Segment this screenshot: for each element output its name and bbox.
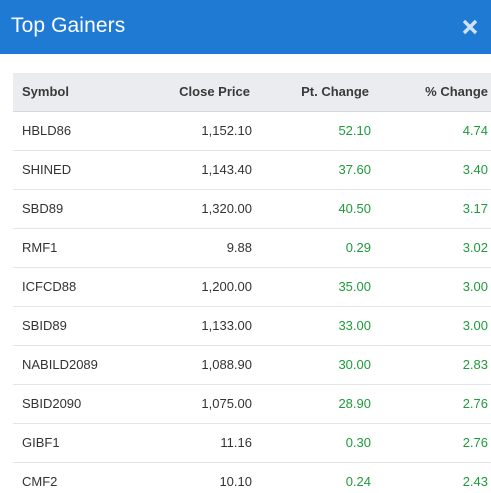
table-row[interactable]: ICFCD88 1,200.00 35.00 3.00 bbox=[13, 267, 491, 306]
header-symbol[interactable]: Symbol bbox=[13, 73, 142, 111]
close-button[interactable] bbox=[459, 16, 481, 38]
close-price-cell: 11.16 bbox=[142, 423, 252, 462]
header-pt-change[interactable]: Pt. Change bbox=[252, 73, 371, 111]
pt-change-cell: 37.60 bbox=[252, 150, 371, 189]
table-row[interactable]: SBID89 1,133.00 33.00 3.00 bbox=[13, 306, 491, 345]
pct-change-cell: 3.40 bbox=[371, 150, 491, 189]
pt-change-cell: 28.90 bbox=[252, 384, 371, 423]
pt-change-cell: 52.10 bbox=[252, 111, 371, 150]
modal-header: Top Gainers bbox=[0, 0, 491, 54]
table-row[interactable]: SBD89 1,320.00 40.50 3.17 bbox=[13, 189, 491, 228]
pct-change-cell: 4.74 bbox=[371, 111, 491, 150]
symbol-cell: CMF2 bbox=[13, 462, 142, 493]
close-price-cell: 1,143.40 bbox=[142, 150, 252, 189]
close-price-cell: 10.10 bbox=[142, 462, 252, 493]
modal-title: Top Gainers bbox=[11, 12, 125, 40]
pt-change-cell: 40.50 bbox=[252, 189, 371, 228]
header-pct-change[interactable]: % Change bbox=[371, 73, 491, 111]
table-row[interactable]: CMF2 10.10 0.24 2.43 bbox=[13, 462, 491, 493]
pt-change-cell: 33.00 bbox=[252, 306, 371, 345]
table-body: HBLD86 1,152.10 52.10 4.74 SHINED 1,143.40 37.… bbox=[13, 111, 491, 493]
pt-change-cell: 30.00 bbox=[252, 345, 371, 384]
symbol-cell: NABILD2089 bbox=[13, 345, 142, 384]
pct-change-cell: 3.17 bbox=[371, 189, 491, 228]
table-row[interactable]: GIBF1 11.16 0.30 2.76 bbox=[13, 423, 491, 462]
close-price-cell: 1,088.90 bbox=[142, 345, 252, 384]
pt-change-cell: 35.00 bbox=[252, 267, 371, 306]
modal-body: Symbol Close Price Pt. Change % Change H… bbox=[13, 73, 475, 493]
table-row[interactable]: HBLD86 1,152.10 52.10 4.74 bbox=[13, 111, 491, 150]
symbol-cell: SBID89 bbox=[13, 306, 142, 345]
pct-change-cell: 2.76 bbox=[371, 384, 491, 423]
table-row[interactable]: NABILD2089 1,088.90 30.00 2.83 bbox=[13, 345, 491, 384]
close-price-cell: 9.88 bbox=[142, 228, 252, 267]
pt-change-cell: 0.29 bbox=[252, 228, 371, 267]
symbol-cell: ICFCD88 bbox=[13, 267, 142, 306]
header-close-price[interactable]: Close Price bbox=[142, 73, 252, 111]
pt-change-cell: 0.24 bbox=[252, 462, 371, 493]
symbol-cell: RMF1 bbox=[13, 228, 142, 267]
pct-change-cell: 3.00 bbox=[371, 267, 491, 306]
header-row: Symbol Close Price Pt. Change % Change bbox=[13, 73, 491, 111]
pct-change-cell: 2.76 bbox=[371, 423, 491, 462]
close-price-cell: 1,152.10 bbox=[142, 111, 252, 150]
symbol-cell: SBID2090 bbox=[13, 384, 142, 423]
table-row[interactable]: SHINED 1,143.40 37.60 3.40 bbox=[13, 150, 491, 189]
symbol-cell: GIBF1 bbox=[13, 423, 142, 462]
pct-change-cell: 2.83 bbox=[371, 345, 491, 384]
pct-change-cell: 3.02 bbox=[371, 228, 491, 267]
symbol-cell: HBLD86 bbox=[13, 111, 142, 150]
close-price-cell: 1,133.00 bbox=[142, 306, 252, 345]
close-icon bbox=[459, 16, 481, 38]
close-price-cell: 1,200.00 bbox=[142, 267, 252, 306]
close-price-cell: 1,075.00 bbox=[142, 384, 252, 423]
table-row[interactable]: RMF1 9.88 0.29 3.02 bbox=[13, 228, 491, 267]
close-price-cell: 1,320.00 bbox=[142, 189, 252, 228]
symbol-cell: SBD89 bbox=[13, 189, 142, 228]
symbol-cell: SHINED bbox=[13, 150, 142, 189]
top-gainers-table: Symbol Close Price Pt. Change % Change H… bbox=[13, 73, 491, 493]
table-header: Symbol Close Price Pt. Change % Change bbox=[13, 73, 491, 111]
pct-change-cell: 2.43 bbox=[371, 462, 491, 493]
table-row[interactable]: SBID2090 1,075.00 28.90 2.76 bbox=[13, 384, 491, 423]
pt-change-cell: 0.30 bbox=[252, 423, 371, 462]
pct-change-cell: 3.00 bbox=[371, 306, 491, 345]
